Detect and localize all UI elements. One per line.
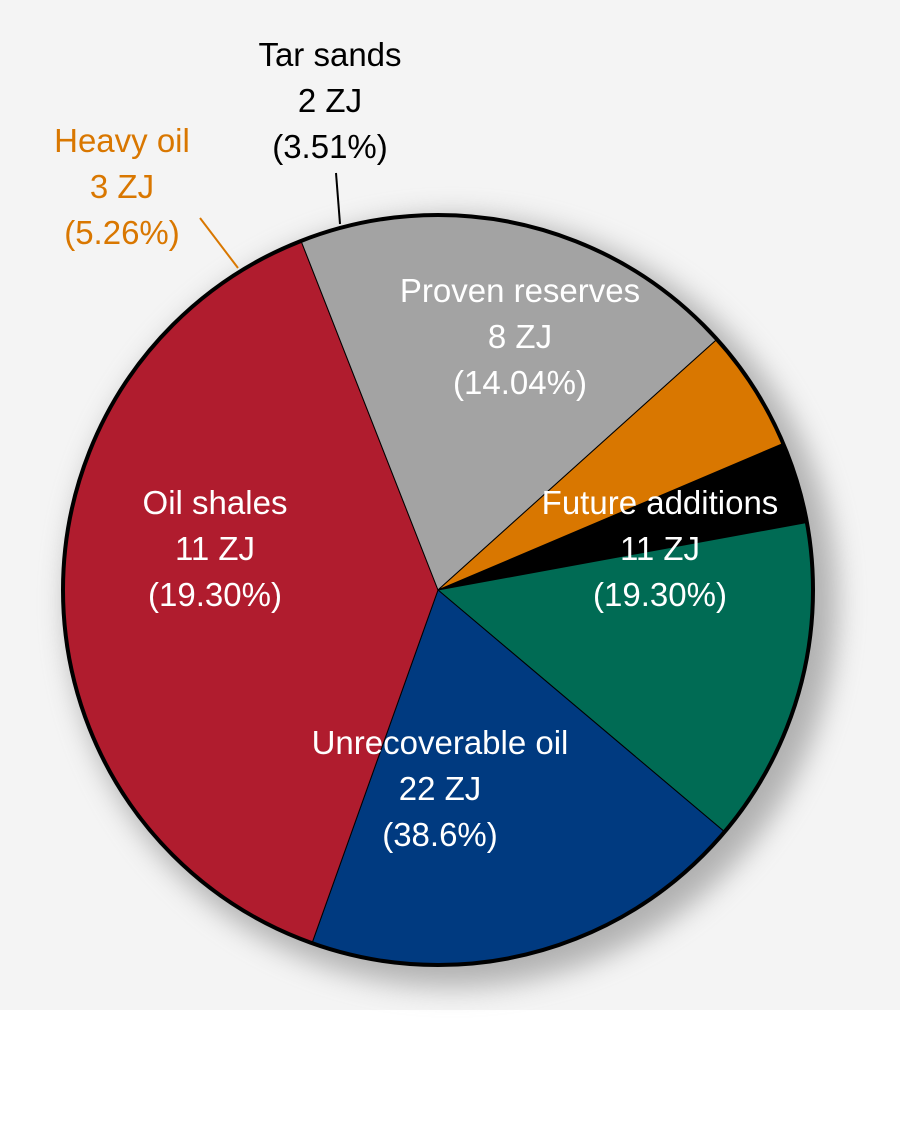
slice-label-unrecoverable-oil: Unrecoverable oil 22 ZJ (38.6%) (312, 724, 569, 853)
slice-percent-text: (38.6%) (382, 816, 498, 853)
slice-percent-text: (5.26%) (64, 214, 180, 251)
slice-value-text: 11 ZJ (175, 530, 255, 567)
slice-percent-text: (19.30%) (593, 576, 727, 613)
leader-lines (199, 172, 341, 269)
leader-line-heavy-oil (199, 217, 239, 269)
slice-percent-text: (14.04%) (453, 364, 587, 401)
slice-labels: Tar sands 2 ZJ (3.51%) Proven reserves 8 ZJ (… (54, 36, 778, 853)
slice-percent-text: (3.51%) (272, 128, 388, 165)
slice-label-heavy-oil: Heavy oil 3 ZJ (5.26%) (54, 122, 190, 251)
slice-label-oil-shales: Oil shales 11 ZJ (19.30%) (143, 484, 288, 613)
bottom-background-band (0, 1010, 900, 1131)
slice-name-text: Proven reserves (400, 272, 640, 309)
slice-label-proven-reserves: Proven reserves 8 ZJ (14.04%) (400, 272, 640, 401)
slice-name-text: Heavy oil (54, 122, 190, 159)
slice-value-text: 2 ZJ (298, 82, 362, 119)
pie-slices (62, 214, 814, 966)
slice-value-text: 3 ZJ (90, 168, 154, 205)
slice-label-future-additions: Future additions 11 ZJ (19.30%) (542, 484, 779, 613)
pie-outline (61, 213, 815, 967)
slice-value-text: 11 ZJ (620, 530, 700, 567)
slice-value-text: 22 ZJ (399, 770, 482, 807)
slice-percent-text: (19.30%) (148, 576, 282, 613)
slice-name-text: Unrecoverable oil (312, 724, 569, 761)
slice-name-text: Tar sands (258, 36, 401, 73)
slice-label-tar-sands: Tar sands 2 ZJ (3.51%) (258, 36, 401, 165)
leader-line-tar-sands (335, 172, 341, 225)
slice-name-text: Oil shales (143, 484, 288, 521)
slice-name-text: Future additions (542, 484, 779, 521)
slice-value-text: 8 ZJ (488, 318, 552, 355)
